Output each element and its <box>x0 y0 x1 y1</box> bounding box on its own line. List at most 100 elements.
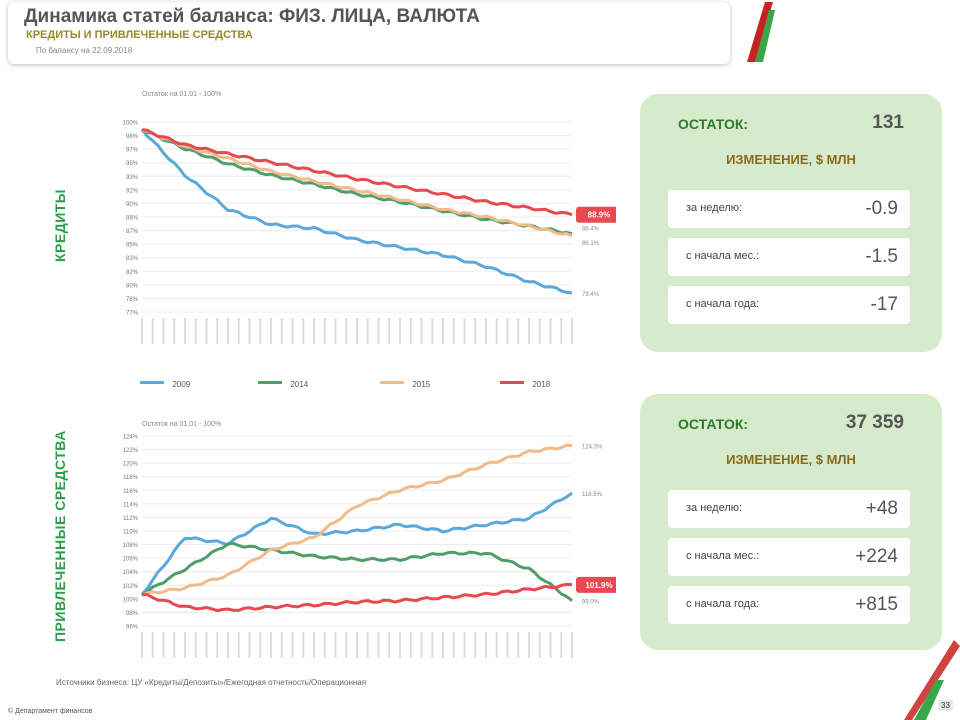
row-label: с начала мес.: <box>686 250 760 262</box>
brand-stripe-bottom <box>904 640 960 720</box>
x-tick-mark <box>302 318 305 344</box>
x-tick-mark <box>409 632 412 658</box>
y-tick-label: 118% <box>123 475 139 481</box>
series-line-2018 <box>141 128 573 217</box>
x-tick-mark <box>538 318 541 344</box>
x-tick-mark <box>173 632 176 658</box>
footer-text: © Департамент финансов <box>8 708 93 715</box>
legend-item-2014: 2014 <box>258 374 308 392</box>
legend-label-2015: 2015 <box>412 380 431 389</box>
x-tick-mark <box>506 632 509 658</box>
row-label: за неделю: <box>686 502 743 514</box>
legend-label-2014: 2014 <box>290 380 309 389</box>
x-tick-mark <box>184 318 186 344</box>
legend-item-2018: 2018 <box>500 374 550 392</box>
x-tick-mark <box>237 318 240 344</box>
y-tick-label: 106% <box>123 557 139 563</box>
x-tick-mark <box>431 318 434 344</box>
x-tick-mark <box>194 632 197 658</box>
credits-summary-panel: ОСТАТОК: 131 ИЗМЕНЕНИЕ, $ МЛН за неделю:… <box>640 94 942 352</box>
row-value: -0.9 <box>865 198 898 219</box>
month-change-row: с начала мес.: -1.5 <box>668 238 910 276</box>
credits-chart: Остаток на 01.01 - 100% 100% 98% 97% 95% 93% 9… <box>123 91 616 344</box>
funds-axis-label: ПРИВЛЕЧЕННЫЕ СРЕДСТВА <box>52 430 68 642</box>
end-label-badge <box>576 206 616 223</box>
y-tick-label: 87% <box>126 229 139 235</box>
legend-swatch-2014 <box>258 381 282 385</box>
x-tick-mark <box>248 632 251 658</box>
x-tick-mark <box>377 318 380 344</box>
x-tick-mark <box>442 632 444 658</box>
funds-chart: Остаток на 01.01 - 100% 124% 122% 120% 118% 1… <box>123 421 616 658</box>
y-tick-label: 78% <box>126 297 139 303</box>
y-tick-label: 82% <box>126 270 139 276</box>
y-tick-label: 88% <box>126 216 139 222</box>
row-label: с начала мес.: <box>686 550 760 562</box>
credits-axis-label: КРЕДИТЫ <box>52 188 68 262</box>
y-tick-label: 85% <box>126 243 139 249</box>
remainder-value: 37 359 <box>845 412 904 433</box>
y-tick-label: 102% <box>123 584 139 590</box>
x-tick-mark <box>571 632 573 658</box>
series-line-2015 <box>141 443 573 597</box>
y-tick-label: 83% <box>126 256 139 262</box>
x-tick-mark <box>431 632 434 658</box>
y-tick-label: 90% <box>126 202 139 208</box>
y-tick-label: 116% <box>123 489 139 495</box>
year-change-row: с начала года: -17 <box>668 286 910 324</box>
y-tick-label: 80% <box>126 283 139 289</box>
x-tick-mark <box>184 632 186 658</box>
x-tick-mark <box>474 318 477 344</box>
x-tick-mark <box>388 318 391 344</box>
row-label: с начала года: <box>686 598 760 610</box>
legend: 2009 2014 2015 2018 <box>140 374 580 390</box>
row-value: +815 <box>855 594 898 615</box>
row-value: +48 <box>865 498 898 519</box>
x-tick-mark <box>495 632 498 658</box>
x-tick-mark <box>302 632 305 658</box>
x-tick-mark <box>549 318 552 344</box>
y-tick-label: 124% <box>123 435 139 441</box>
chart-note: Остаток на 01.01 - 100% <box>142 91 221 98</box>
x-tick-mark <box>334 318 337 344</box>
x-tick-mark <box>334 632 337 658</box>
y-tick-label: 93% <box>126 175 139 181</box>
x-tick-mark <box>495 318 498 344</box>
remainder-label: ОСТАТОК: <box>678 416 749 432</box>
end-label-2015: 86.1% <box>582 241 600 247</box>
x-tick-mark <box>420 632 423 658</box>
x-tick-mark <box>463 318 466 344</box>
legend-swatch-2015 <box>380 381 404 385</box>
x-tick-mark <box>560 632 563 658</box>
x-tick-mark <box>528 318 530 344</box>
x-tick-mark <box>452 632 455 658</box>
series-line-2015 <box>141 129 573 238</box>
x-tick-mark <box>485 318 487 344</box>
end-label-2018: 101.9% <box>585 581 612 590</box>
x-tick-mark <box>280 318 283 344</box>
x-tick-mark <box>162 318 165 344</box>
x-tick-mark <box>485 632 487 658</box>
x-tick-mark <box>205 318 208 344</box>
x-tick-mark <box>162 632 165 658</box>
x-tick-mark <box>313 632 315 658</box>
month-change-row: с начала мес.: +224 <box>668 538 910 576</box>
remainder-value: 131 <box>872 112 904 133</box>
y-tick-label: 95% <box>126 161 139 167</box>
row-value: +224 <box>855 546 898 567</box>
y-tick-label: 114% <box>123 502 139 508</box>
x-tick-mark <box>560 318 563 344</box>
x-tick-mark <box>399 318 401 344</box>
x-tick-mark <box>323 632 326 658</box>
x-tick-mark <box>356 318 358 344</box>
x-tick-mark <box>377 632 380 658</box>
x-tick-mark <box>366 318 369 344</box>
year-change-row: с начала года: +815 <box>668 586 910 624</box>
row-value: -17 <box>870 294 898 315</box>
y-tick-label: 98% <box>126 611 139 617</box>
series-line-2014 <box>141 541 573 602</box>
x-tick-mark <box>270 318 272 344</box>
x-tick-mark <box>227 318 229 344</box>
legend-item-2009: 2009 <box>140 374 190 392</box>
y-tick-label: 98% <box>126 134 139 140</box>
